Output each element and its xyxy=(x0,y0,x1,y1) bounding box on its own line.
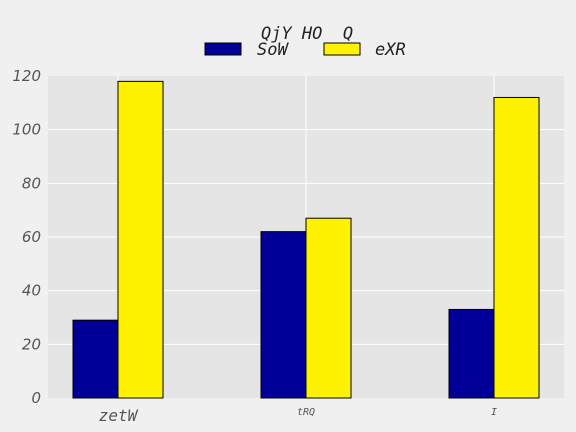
y-tick-label: 60 xyxy=(22,228,41,246)
bar-exr-i xyxy=(493,96,540,399)
x-tick-label: zetW xyxy=(99,406,139,425)
y-axis-ticks: 0 20 40 60 80 100 120 xyxy=(12,67,41,407)
bar-sow-zetw xyxy=(72,319,119,399)
y-tick-label: 80 xyxy=(22,174,41,192)
legend-label-sow: SoW xyxy=(257,40,289,60)
x-tick-label: tRQ xyxy=(297,407,315,418)
y-tick-label: 20 xyxy=(22,335,41,353)
x-tick-label: I xyxy=(491,407,497,418)
bar-exr-zetw xyxy=(117,80,164,399)
legend-swatch-sow xyxy=(204,42,242,56)
x-axis-ticks: zetW tRQ I xyxy=(99,406,497,425)
bar-sow-trq xyxy=(260,231,307,399)
legend-swatch-exr xyxy=(323,42,361,56)
y-tick-label: 100 xyxy=(12,121,41,139)
bar-sow-i xyxy=(448,308,495,399)
bars xyxy=(72,80,540,399)
legend-title: QjY HO Q xyxy=(261,24,353,44)
bar-exr-trq xyxy=(305,217,352,399)
y-tick-label: 0 xyxy=(31,389,41,407)
y-tick-label: 40 xyxy=(22,282,41,300)
legend: QjY HO Q SoW eXR xyxy=(204,24,406,60)
y-tick-label: 120 xyxy=(12,67,41,85)
legend-label-exr: eXR xyxy=(375,40,406,60)
